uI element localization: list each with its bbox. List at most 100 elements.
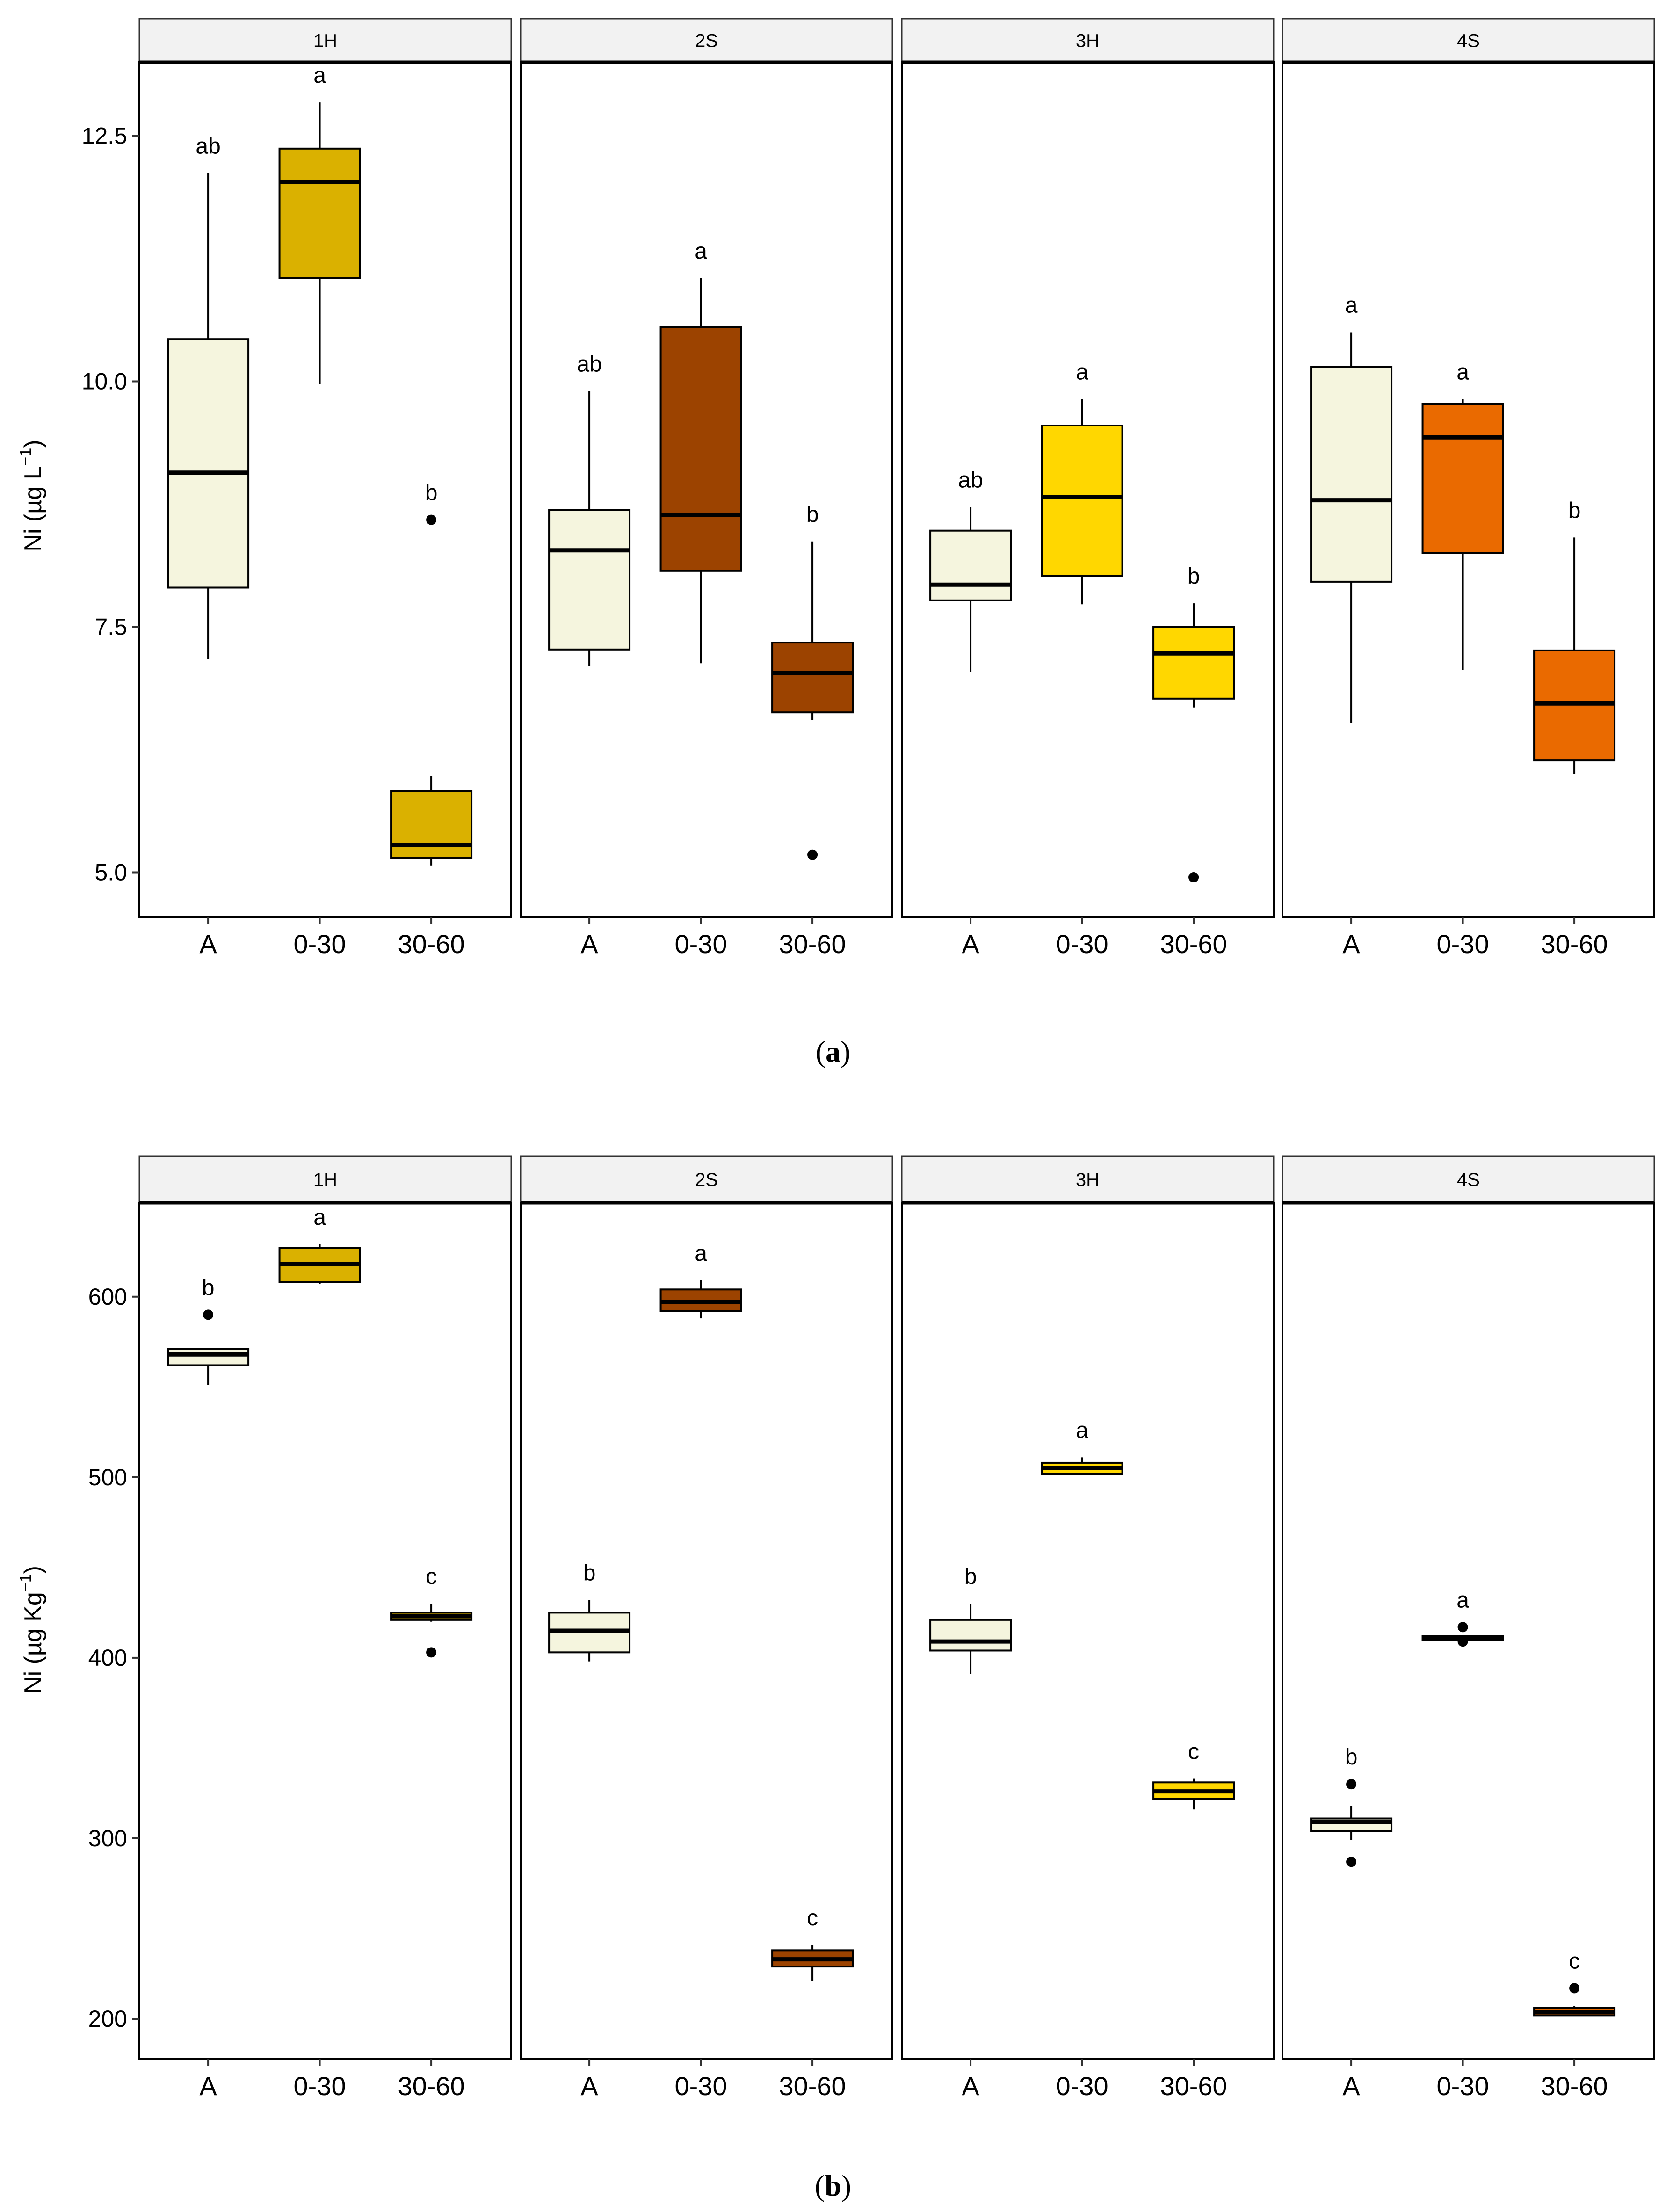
box-2S-0-30: a bbox=[659, 239, 742, 664]
significance-letter: a bbox=[1345, 293, 1358, 318]
significance-letter: c bbox=[1569, 1949, 1580, 1973]
facet-strip-label: 2S bbox=[695, 1170, 718, 1190]
box-3H-30-60: c bbox=[1152, 1740, 1235, 1810]
box-iqr bbox=[929, 1619, 1012, 1652]
x-tick-label: 30-60 bbox=[779, 2071, 846, 2101]
x-tick-label: A bbox=[1342, 929, 1360, 959]
y-tick-label: 12.5 bbox=[82, 123, 127, 149]
significance-letter: b bbox=[1345, 1745, 1358, 1770]
significance-letter: b bbox=[425, 481, 438, 506]
outlier-point bbox=[807, 849, 818, 860]
facet-strip-2S bbox=[520, 1155, 893, 1204]
outlier-point bbox=[426, 514, 437, 525]
significance-letter: a bbox=[313, 1205, 326, 1230]
box-4S-0-30: a bbox=[1421, 1588, 1504, 1647]
y-axis-title-main: Ni (µg Kg bbox=[20, 1592, 47, 1694]
box-iqr bbox=[1310, 366, 1393, 583]
box-4S-A: b bbox=[1310, 1745, 1393, 1867]
box-4S-0-30: a bbox=[1421, 360, 1504, 670]
y-tick-label: 400 bbox=[88, 1645, 127, 1671]
panel-border bbox=[138, 1202, 512, 2060]
box-iqr bbox=[548, 509, 631, 651]
significance-letter: a bbox=[695, 239, 707, 264]
x-tick-label: 30-60 bbox=[398, 929, 464, 959]
facet-strip-1H bbox=[138, 1155, 512, 1204]
x-tick-label: A bbox=[199, 2071, 217, 2101]
chart-a-water-ni: 1HabAa0-30b30-605.07.510.012.52SabAa0-30… bbox=[17, 18, 1655, 959]
caption-b: (b) bbox=[815, 2169, 851, 2202]
box-2S-30-60: b bbox=[771, 502, 854, 860]
box-2S-A: ab bbox=[548, 352, 631, 666]
x-tick-label: A bbox=[199, 929, 217, 959]
x-tick-label: A bbox=[1342, 2071, 1360, 2101]
outlier-point bbox=[1457, 1622, 1468, 1633]
y-axis-title: Ni (µg L−1) bbox=[17, 440, 47, 551]
x-tick-label: 0-30 bbox=[1437, 929, 1489, 959]
facet-panel-2S: 2S ab Aa 0-30 b 30-60 bbox=[520, 18, 893, 959]
box-4S-30-60: b bbox=[1533, 498, 1616, 774]
x-tick-label: A bbox=[580, 929, 598, 959]
significance-letter: a bbox=[1076, 1418, 1088, 1443]
panel-border bbox=[1282, 1202, 1655, 2060]
x-tick-label: 30-60 bbox=[398, 2071, 464, 2101]
significance-letter: b bbox=[964, 1564, 977, 1589]
box-iqr bbox=[278, 147, 361, 279]
y-axis-title-close: ) bbox=[20, 440, 47, 448]
facet-strip-label: 1H bbox=[313, 1170, 337, 1190]
y-axis-title-superscript: −1 bbox=[17, 1574, 35, 1592]
y-tick-label: 600 bbox=[88, 1284, 127, 1310]
x-tick-label: A bbox=[962, 2071, 979, 2101]
x-tick-label: 0-30 bbox=[1056, 929, 1108, 959]
y-axis-title: Ni (µg Kg−1) bbox=[17, 1566, 47, 1694]
box-3H-0-30: a bbox=[1041, 360, 1123, 605]
y-tick-label: 10.0 bbox=[82, 369, 127, 395]
y-axis-title-superscript: −1 bbox=[17, 448, 35, 466]
x-tick-label: 0-30 bbox=[675, 2071, 727, 2101]
outlier-point bbox=[203, 1309, 214, 1320]
outlier-point bbox=[1346, 1779, 1357, 1790]
box-1H-30-60: b bbox=[390, 481, 473, 866]
facet-panel-4S: 4S b Aa 0-30 c 30-60 bbox=[1282, 1155, 1655, 2101]
box-1H-0-30: a bbox=[278, 63, 361, 384]
chart-b-soil-ni: 1H b Aa 0-30 c 30-60 200 300 400 500 600 2S b Aa 0-30 c… bbox=[17, 1155, 1655, 2101]
significance-letter: b bbox=[583, 1561, 596, 1585]
outlier-point bbox=[1457, 1636, 1468, 1647]
facet-strip-2S bbox=[520, 18, 893, 63]
facet-strip-4S bbox=[1282, 1155, 1655, 1204]
facet-panel-1H: 1H b Aa 0-30 c 30-60 bbox=[138, 1155, 512, 2101]
significance-letter: b bbox=[806, 502, 819, 527]
significance-letter: b bbox=[1568, 498, 1581, 523]
box-iqr bbox=[659, 326, 742, 572]
significance-letter: c bbox=[426, 1564, 437, 1589]
significance-letter: c bbox=[1188, 1740, 1199, 1764]
box-3H-0-30: a bbox=[1041, 1418, 1123, 1475]
significance-letter: a bbox=[313, 63, 326, 88]
facet-strip-label: 4S bbox=[1457, 1170, 1480, 1190]
y-axis-title-close: ) bbox=[20, 1566, 47, 1574]
outlier-point bbox=[1188, 872, 1199, 882]
significance-letter: c bbox=[807, 1906, 818, 1930]
facet-strip-label: 3H bbox=[1076, 31, 1100, 51]
significance-letter: a bbox=[1456, 360, 1469, 384]
box-iqr bbox=[1152, 626, 1235, 700]
x-tick-label: 30-60 bbox=[1160, 929, 1227, 959]
facet-panel-2S: 2S b Aa 0-30 c 30-60 bbox=[520, 1155, 893, 2101]
y-tick-label: 300 bbox=[88, 1825, 127, 1851]
box-iqr bbox=[167, 1348, 250, 1366]
significance-letter: a bbox=[1456, 1588, 1469, 1612]
significance-letter: ab bbox=[196, 134, 220, 159]
facet-panel-3H: 3H ab Aa 0-30 b 30-60 bbox=[901, 18, 1275, 959]
box-iqr bbox=[1421, 403, 1504, 554]
caption-b-letter: b bbox=[825, 2169, 841, 2202]
facet-strip-3H bbox=[901, 18, 1275, 63]
x-tick-label: 30-60 bbox=[1541, 2071, 1608, 2101]
significance-letter: b bbox=[202, 1275, 215, 1300]
caption-a: (a) bbox=[816, 1035, 851, 1068]
significance-letter: ab bbox=[958, 468, 983, 492]
x-tick-label: 0-30 bbox=[294, 929, 346, 959]
x-tick-label: 30-60 bbox=[1160, 2071, 1227, 2101]
significance-letter: a bbox=[695, 1241, 707, 1266]
box-2S-30-60: c bbox=[771, 1906, 854, 1981]
box-iqr bbox=[771, 642, 854, 714]
